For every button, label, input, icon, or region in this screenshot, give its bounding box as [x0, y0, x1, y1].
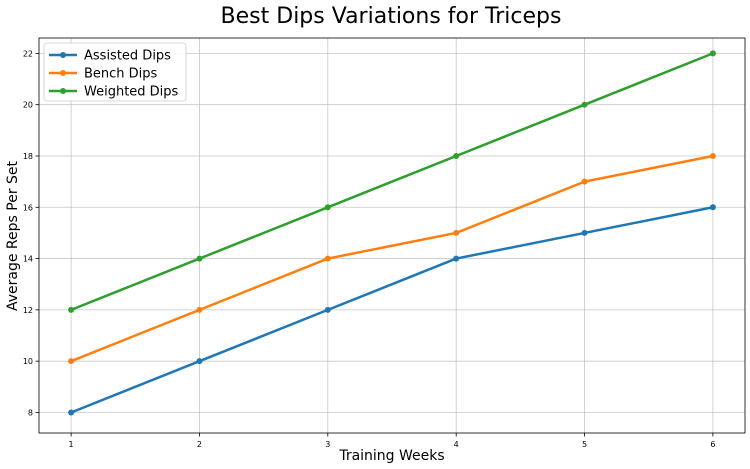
- legend-label: Assisted Dips: [84, 49, 171, 64]
- series-weighted-dips: [68, 50, 716, 313]
- data-point-bench-dips: [68, 358, 75, 365]
- y-tick-label: 8: [28, 408, 33, 417]
- data-point-bench-dips: [324, 255, 331, 262]
- series-assisted-dips: [68, 204, 716, 416]
- x-tick-label: 4: [454, 440, 459, 449]
- legend-label: Bench Dips: [84, 67, 158, 82]
- data-point-assisted-dips: [453, 255, 460, 262]
- y-tick-label: 22: [23, 49, 33, 58]
- legend-marker: [60, 52, 66, 58]
- x-tick-label: 3: [325, 440, 330, 449]
- legend-item-bench-dips: Bench Dips: [49, 67, 158, 82]
- data-point-assisted-dips: [196, 358, 203, 365]
- legend-box: [43, 42, 187, 102]
- legend-item-assisted-dips: Assisted Dips: [49, 49, 171, 64]
- x-axis-label: Training Weeks: [338, 448, 444, 464]
- x-tick-label: 1: [69, 440, 74, 449]
- series-bench-dips: [68, 152, 716, 365]
- data-point-bench-dips: [196, 306, 203, 313]
- legend-marker: [60, 88, 66, 94]
- data-point-bench-dips: [581, 178, 588, 185]
- legend-marker: [60, 70, 66, 76]
- data-point-assisted-dips: [68, 409, 75, 416]
- data-point-assisted-dips: [709, 204, 716, 211]
- series-line-weighted-dips: [69, 52, 715, 312]
- y-tick-label: 16: [23, 203, 33, 212]
- y-tick-label: 12: [23, 306, 33, 315]
- y-tick-label: 14: [23, 255, 33, 264]
- y-axis-label: Average Reps Per Set: [5, 160, 21, 311]
- series-layer: [68, 50, 716, 416]
- series-line-assisted-dips: [69, 206, 715, 414]
- series-line-bench-dips: [69, 154, 715, 363]
- data-point-assisted-dips: [581, 229, 588, 236]
- data-point-assisted-dips: [324, 306, 331, 313]
- x-tick-label: 6: [710, 440, 715, 449]
- chart-title: Best Dips Variations for Triceps: [221, 4, 562, 29]
- data-point-weighted-dips: [68, 306, 75, 313]
- data-point-weighted-dips: [324, 204, 331, 211]
- data-point-weighted-dips: [196, 255, 203, 262]
- y-tick-label: 18: [23, 152, 33, 161]
- y-tick-label: 20: [23, 101, 33, 110]
- legend-item-weighted-dips: Weighted Dips: [49, 85, 179, 100]
- data-point-weighted-dips: [709, 50, 716, 57]
- y-tick-label: 10: [23, 357, 33, 366]
- data-point-weighted-dips: [581, 101, 588, 108]
- plot-frame: [38, 37, 746, 434]
- data-point-bench-dips: [453, 229, 460, 236]
- x-tick-label: 5: [582, 440, 587, 449]
- data-point-bench-dips: [709, 152, 716, 159]
- legend: Assisted Dips Bench Dips Weighted Dips: [43, 42, 187, 102]
- data-point-weighted-dips: [453, 152, 460, 159]
- legend-label: Weighted Dips: [84, 85, 179, 100]
- grid: [39, 38, 745, 433]
- x-tick-label: 2: [197, 440, 202, 449]
